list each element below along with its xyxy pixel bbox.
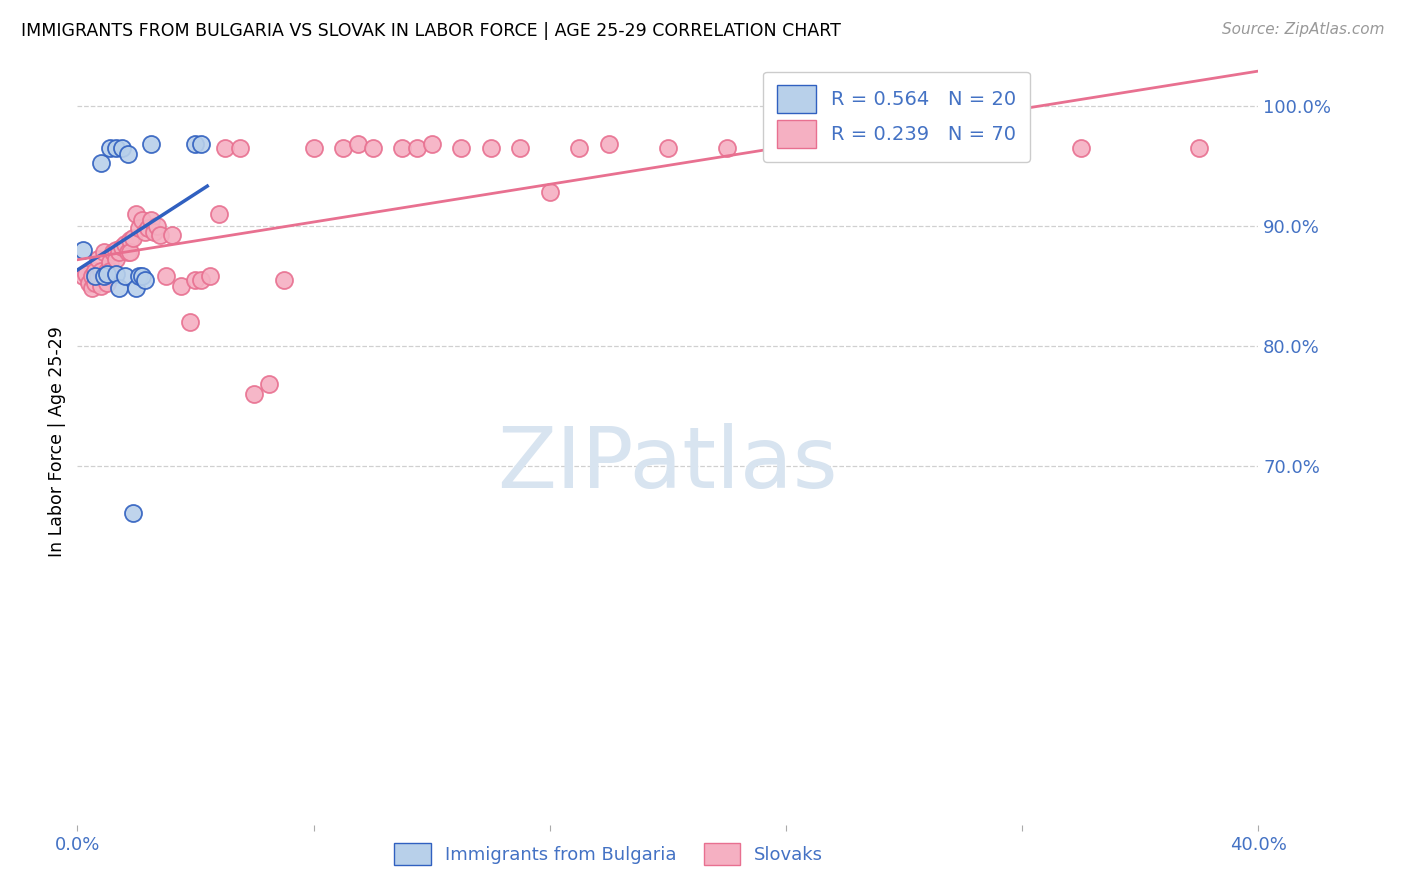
Point	[93, 245, 115, 260]
Point	[332, 141, 354, 155]
Point	[391, 141, 413, 155]
Text: ZIPatlas: ZIPatlas	[498, 423, 838, 506]
Point	[479, 141, 502, 155]
Text: IMMIGRANTS FROM BULGARIA VS SLOVAK IN LABOR FORCE | AGE 25-29 CORRELATION CHART: IMMIGRANTS FROM BULGARIA VS SLOVAK IN LA…	[21, 22, 841, 40]
Point	[450, 141, 472, 155]
Point	[111, 240, 132, 254]
Point	[117, 146, 139, 161]
Point	[107, 245, 129, 260]
Point	[243, 386, 266, 401]
Point	[406, 141, 429, 155]
Point	[72, 269, 94, 284]
Point	[104, 267, 127, 281]
Point	[141, 212, 163, 227]
Point	[179, 315, 201, 329]
Point	[104, 141, 127, 155]
Point	[82, 281, 104, 295]
Point	[952, 141, 974, 155]
Point	[361, 141, 384, 155]
Point	[146, 219, 169, 233]
Point	[101, 245, 124, 260]
Point	[716, 141, 738, 155]
Point	[122, 507, 145, 521]
Point	[420, 137, 443, 152]
Point	[84, 264, 107, 278]
Point	[128, 221, 150, 235]
Point	[155, 269, 177, 284]
Point	[90, 278, 112, 293]
Point	[134, 225, 156, 239]
Point	[1070, 141, 1092, 155]
Point	[184, 137, 207, 152]
Point	[125, 281, 148, 295]
Point	[84, 277, 107, 291]
Point	[90, 156, 112, 170]
Point	[273, 273, 295, 287]
Point	[87, 252, 110, 267]
Point	[149, 228, 172, 243]
Point	[190, 273, 212, 287]
Point	[598, 137, 620, 152]
Point	[125, 207, 148, 221]
Point	[131, 269, 153, 284]
Legend: Immigrants from Bulgaria, Slovaks: Immigrants from Bulgaria, Slovaks	[385, 833, 832, 873]
Point	[134, 273, 156, 287]
Point	[122, 231, 145, 245]
Point	[259, 376, 281, 391]
Point	[98, 264, 121, 278]
Point	[228, 141, 252, 155]
Point	[131, 212, 153, 227]
Point	[509, 141, 531, 155]
Point	[834, 141, 856, 155]
Point	[136, 221, 159, 235]
Point	[893, 141, 915, 155]
Point	[104, 243, 127, 257]
Point	[93, 269, 115, 284]
Point	[93, 269, 115, 284]
Point	[75, 267, 97, 281]
Point	[538, 185, 561, 199]
Point	[346, 137, 368, 152]
Point	[160, 228, 183, 243]
Point	[111, 141, 132, 155]
Point	[96, 277, 118, 291]
Point	[84, 269, 107, 284]
Point	[128, 269, 150, 284]
Point	[143, 225, 166, 239]
Point	[96, 267, 118, 281]
Point	[98, 254, 121, 268]
Point	[214, 141, 236, 155]
Point	[141, 137, 163, 152]
Point	[200, 269, 222, 284]
Point	[104, 252, 127, 267]
Point	[98, 141, 121, 155]
Point	[107, 281, 129, 295]
Point	[96, 264, 118, 278]
Point	[120, 233, 142, 247]
Point	[117, 245, 139, 260]
Point	[114, 236, 136, 251]
Point	[568, 141, 591, 155]
Point	[170, 278, 193, 293]
Text: Source: ZipAtlas.com: Source: ZipAtlas.com	[1222, 22, 1385, 37]
Point	[82, 269, 104, 284]
Point	[87, 269, 110, 284]
Point	[114, 269, 136, 284]
Point	[90, 264, 112, 278]
Point	[208, 207, 231, 221]
Point	[775, 141, 797, 155]
Point	[190, 137, 212, 152]
Point	[302, 141, 325, 155]
Point	[1188, 141, 1211, 155]
Point	[184, 273, 207, 287]
Y-axis label: In Labor Force | Age 25-29: In Labor Force | Age 25-29	[48, 326, 66, 557]
Point	[72, 243, 94, 257]
Point	[657, 141, 679, 155]
Point	[120, 245, 142, 260]
Point	[77, 277, 100, 291]
